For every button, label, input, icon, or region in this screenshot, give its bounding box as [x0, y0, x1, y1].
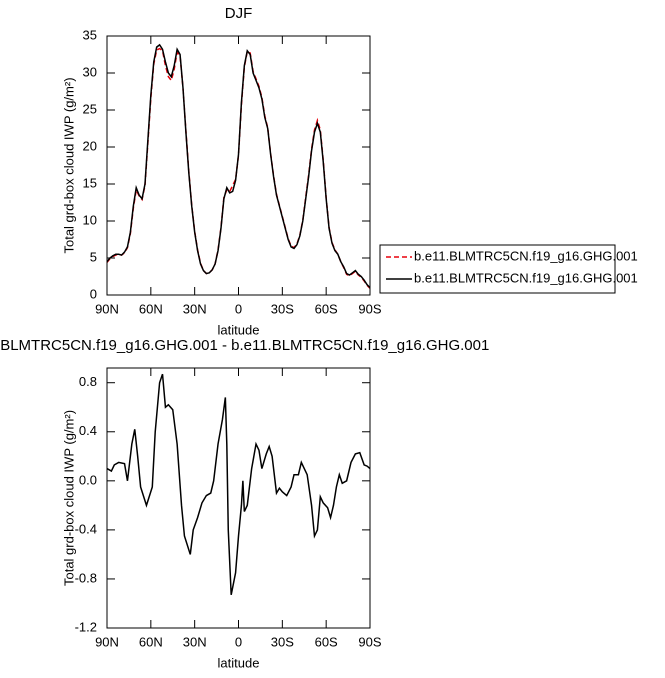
- legend-box: [379, 244, 616, 294]
- chart-title: DJF: [225, 5, 253, 22]
- y-tick-label: 5: [90, 249, 97, 264]
- x-tick-label: 0: [235, 301, 242, 316]
- data-line: [106, 43, 371, 289]
- x-tick-label: 60S: [315, 301, 338, 316]
- x-tick-label: 60N: [139, 634, 163, 649]
- y-tick-label: 15: [83, 175, 97, 190]
- plot-frame: [106, 35, 371, 296]
- x-tick-label: 30N: [183, 301, 207, 316]
- y-tick-label: 10: [83, 212, 97, 227]
- legend-label: b.e11.BLMTRC5CN.f19_g16.GHG.001: [414, 248, 638, 263]
- y-tick-label: 0.8: [79, 374, 97, 389]
- x-tick-label: 30N: [183, 634, 207, 649]
- y-axis-label: Total grd-box cloud IWP (g/m²): [61, 410, 76, 586]
- x-tick-label: 30S: [271, 634, 294, 649]
- x-tick-label: 30S: [271, 301, 294, 316]
- plot-frame: [106, 367, 371, 629]
- x-axis-label: latitude: [218, 655, 260, 670]
- x-tick-label: 90S: [358, 634, 381, 649]
- y-tick-label: 0.4: [79, 423, 97, 438]
- y-tick-label: 20: [83, 138, 97, 153]
- y-tick-label: -0.4: [75, 521, 97, 536]
- y-tick-label: -1.2: [75, 619, 97, 634]
- x-tick-label: 60N: [139, 301, 163, 316]
- y-tick-label: 0: [90, 286, 97, 301]
- x-tick-label: 90N: [95, 301, 119, 316]
- y-axis-label: Total grd-box cloud IWP (g/m²): [61, 77, 76, 253]
- y-tick-label: 35: [83, 27, 97, 42]
- y-tick-label: 30: [83, 64, 97, 79]
- legend-label: b.e11.BLMTRC5CN.f19_g16.GHG.001: [414, 270, 638, 285]
- x-tick-label: 90S: [358, 301, 381, 316]
- chart-title: 1.BLMTRC5CN.f19_g16.GHG.001 - b.e11.BLMT…: [0, 337, 489, 354]
- x-tick-label: 90N: [95, 634, 119, 649]
- x-tick-label: 0: [235, 634, 242, 649]
- y-tick-label: -0.8: [75, 570, 97, 585]
- x-tick-label: 60S: [315, 634, 338, 649]
- x-axis-label: latitude: [218, 322, 260, 337]
- y-tick-label: 25: [83, 101, 97, 116]
- y-tick-label: 0.0: [79, 472, 97, 487]
- data-line: [106, 373, 371, 596]
